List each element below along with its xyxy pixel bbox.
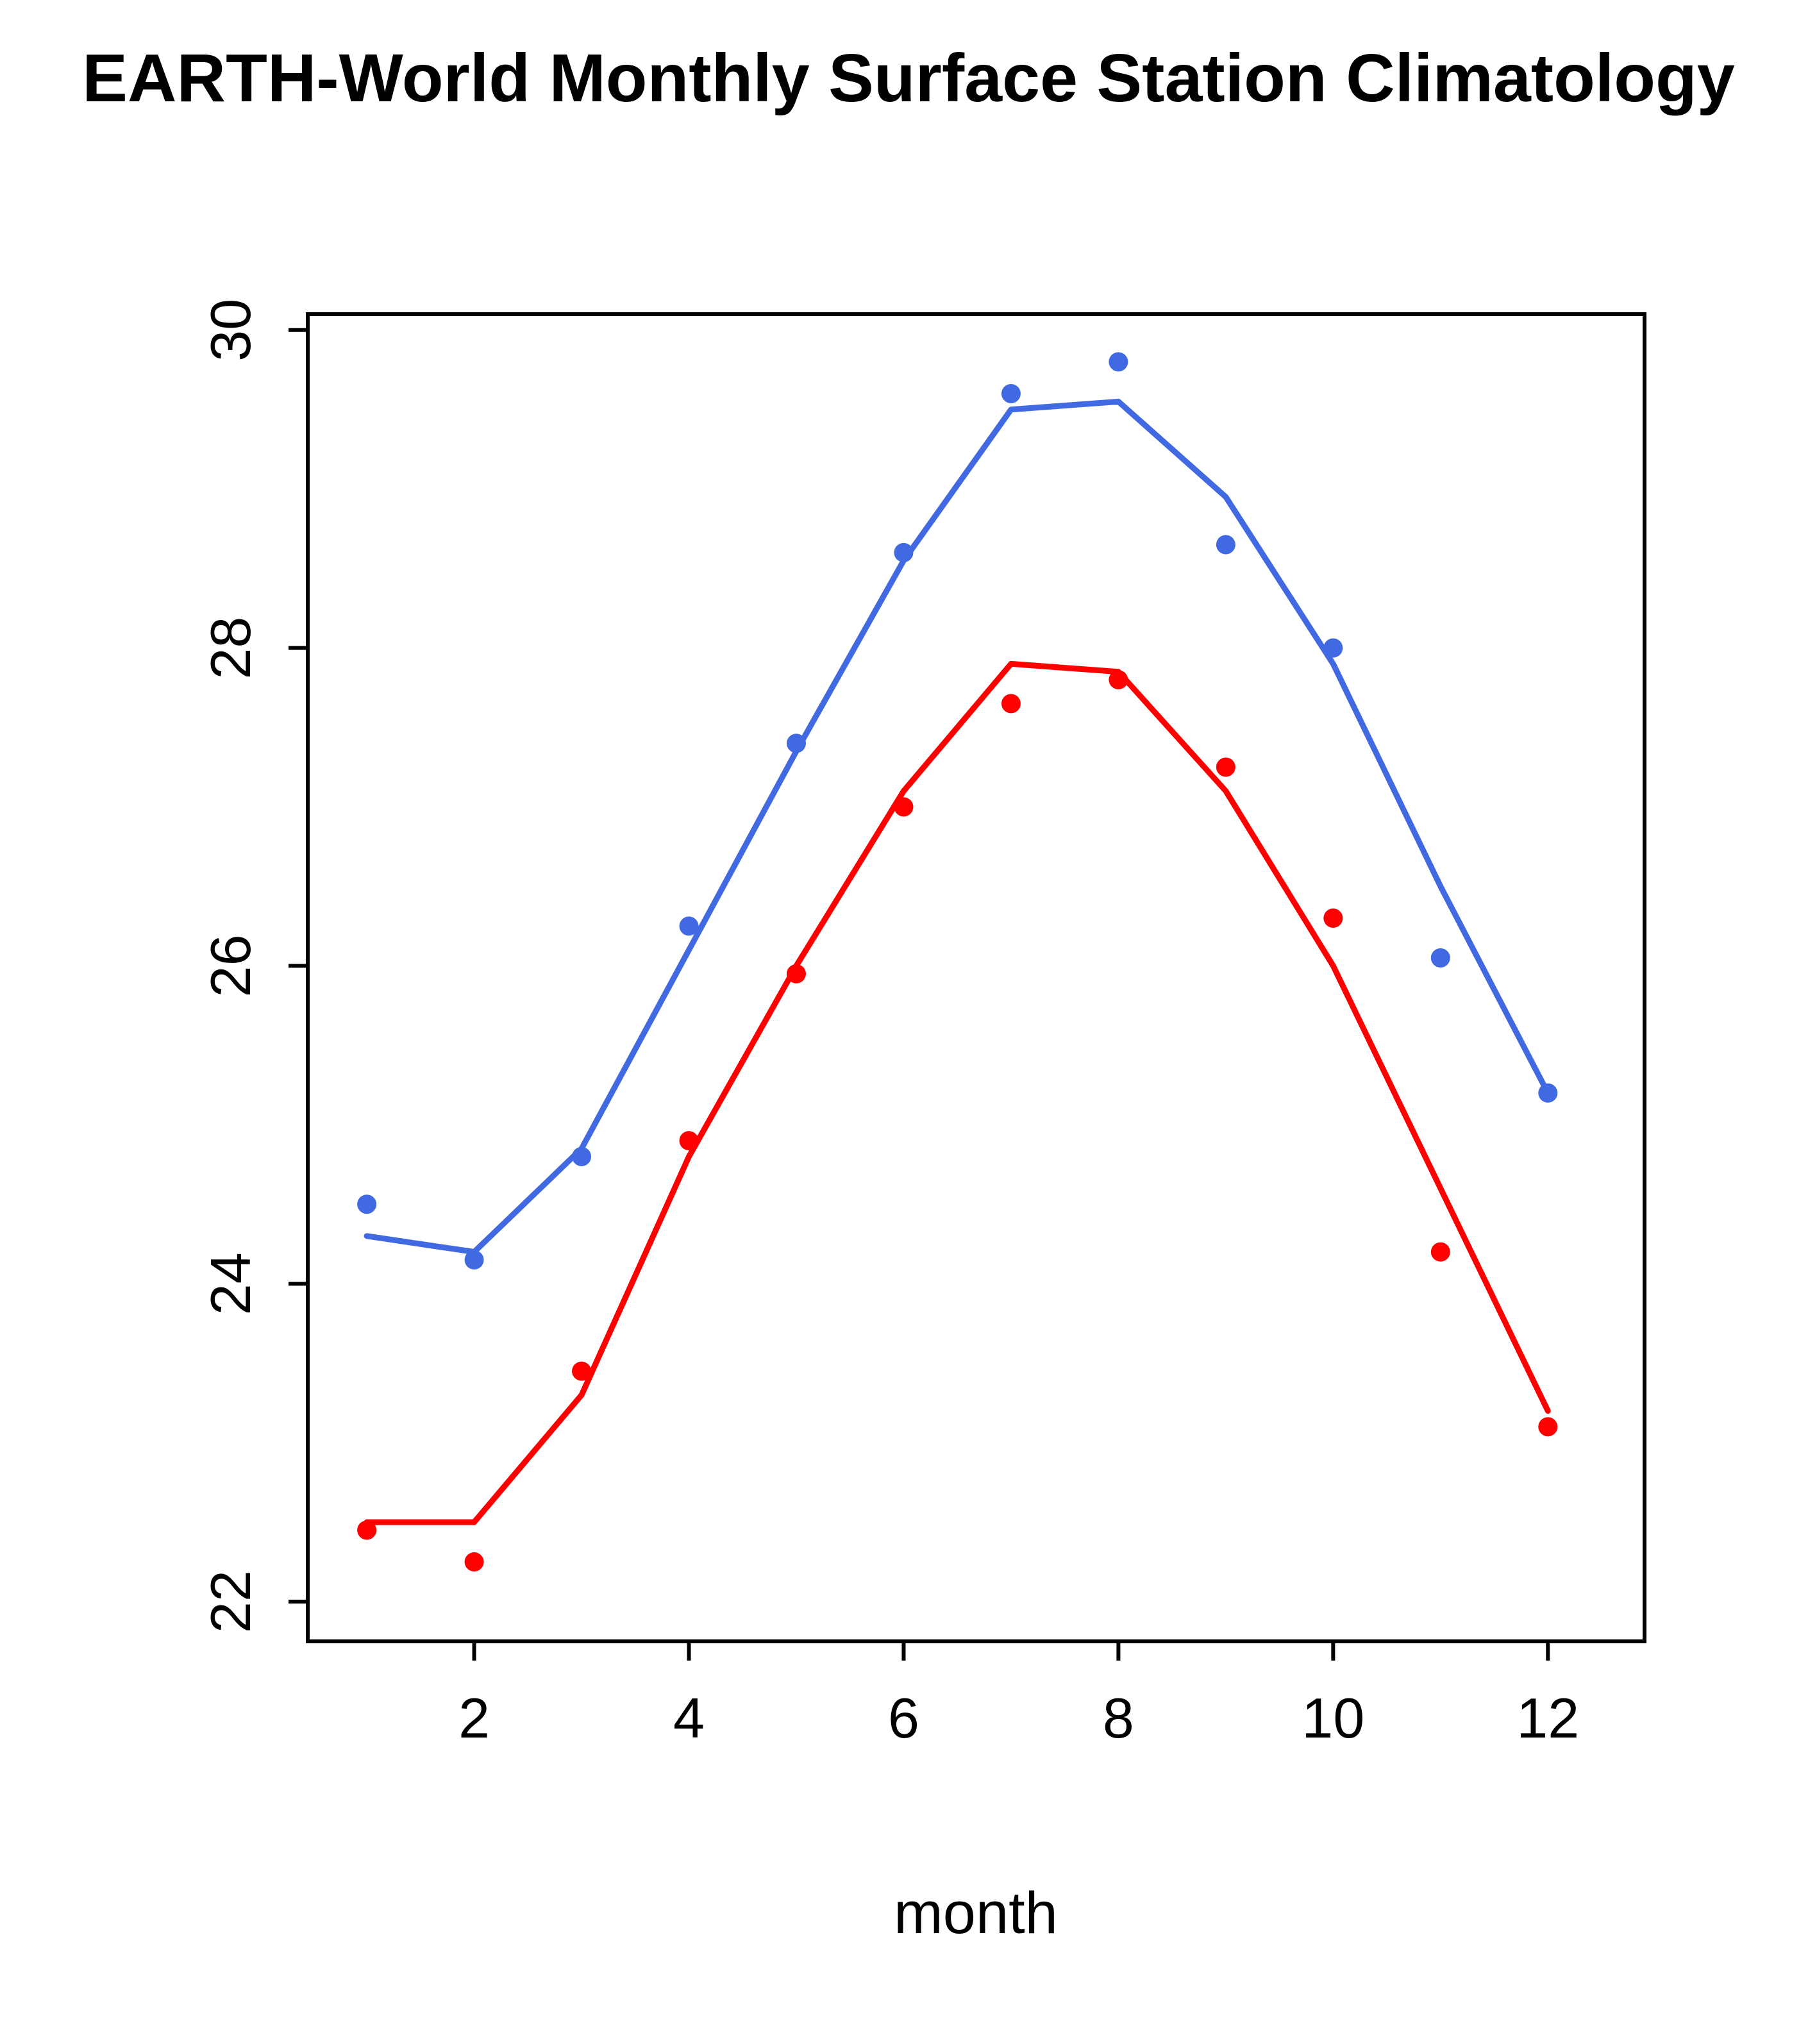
y-tick-label: 22 <box>199 1570 262 1633</box>
blue-series-point <box>1216 535 1235 555</box>
red-series-point <box>1430 1242 1450 1262</box>
x-tick-label: 12 <box>1516 1686 1579 1750</box>
red-series-point <box>1538 1417 1558 1437</box>
red-series-point <box>357 1520 377 1540</box>
x-axis-tick-labels: 2 4 6 8 10 12 <box>458 1686 1579 1750</box>
blue-series-point <box>786 733 806 753</box>
y-tick-label: 30 <box>199 299 262 362</box>
x-axis-label: month <box>894 1881 1058 1946</box>
chart-title: EARTH-World Monthly Surface Station Clim… <box>82 40 1734 116</box>
red-series-line <box>364 660 1551 1525</box>
blue-series-point <box>1538 1083 1558 1103</box>
series-points <box>357 352 1558 1572</box>
x-axis-ticks <box>472 1641 1550 1661</box>
y-tick-label: 24 <box>199 1252 262 1315</box>
blue-series-point <box>464 1250 484 1270</box>
x-tick-label: 8 <box>1103 1686 1134 1750</box>
blue-series-point <box>572 1146 592 1166</box>
x-tick-label: 10 <box>1302 1686 1364 1750</box>
red-series-point <box>1001 694 1021 714</box>
red-series-point <box>1109 670 1128 690</box>
blue-series-point <box>679 916 699 936</box>
blue-series-point <box>1109 352 1128 372</box>
x-tick-label: 2 <box>458 1686 490 1750</box>
red-series-point <box>572 1361 592 1381</box>
red-series-point <box>679 1131 699 1151</box>
y-tick-label: 28 <box>199 617 262 680</box>
blue-series-point <box>894 542 914 562</box>
series-lines <box>364 398 1551 1525</box>
plot-border <box>306 312 1646 1643</box>
red-series-point <box>1323 909 1343 928</box>
red-series-point <box>894 797 914 817</box>
red-series-point <box>1216 757 1235 777</box>
blue-series-line <box>364 398 1551 1255</box>
blue-series-point <box>1430 948 1450 968</box>
blue-series-point <box>1323 638 1343 658</box>
red-series-point <box>464 1552 484 1572</box>
y-tick-label: 26 <box>199 934 262 997</box>
red-series-point <box>786 964 806 984</box>
y-axis-tick-labels: 22 24 26 28 30 <box>199 299 262 1633</box>
blue-series-point <box>357 1194 377 1214</box>
x-tick-label: 4 <box>673 1686 705 1750</box>
blue-series-point <box>1001 383 1021 403</box>
x-tick-label: 6 <box>888 1686 919 1750</box>
y-axis-ticks <box>289 328 308 1604</box>
